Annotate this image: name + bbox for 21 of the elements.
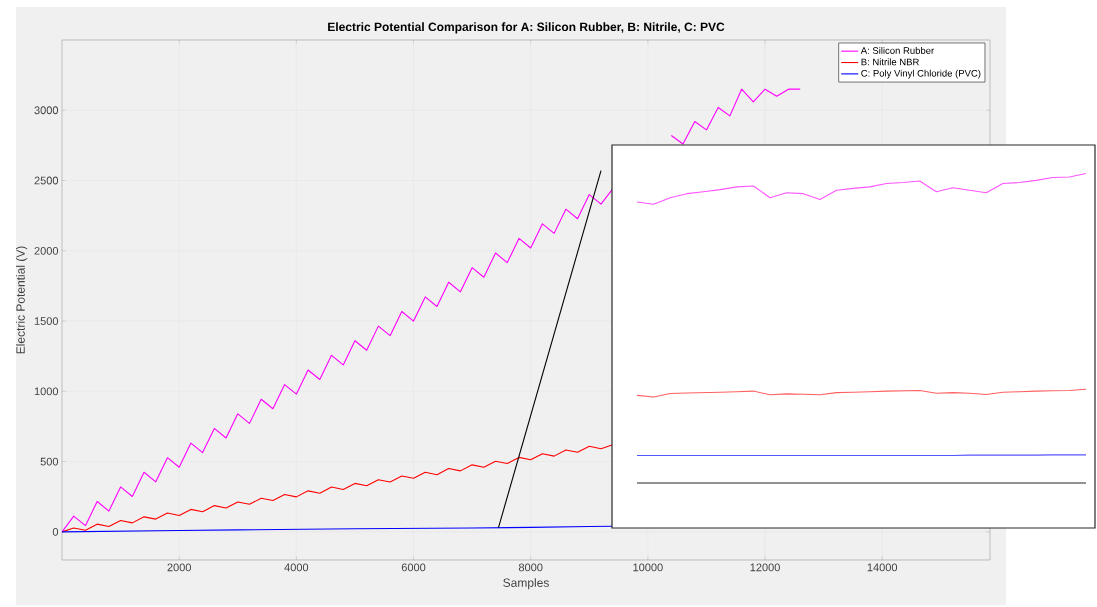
- y-tick-label: 2500: [34, 176, 59, 185]
- y-tick-label: 0: [52, 527, 59, 536]
- legend-label: C: Poly Vinyl Chloride (PVC): [861, 69, 981, 79]
- x-tick-label: 14000: [867, 563, 898, 572]
- legend-label: B: Nitrile NBR: [861, 58, 919, 66]
- y-tick-label: 3000: [34, 106, 59, 115]
- x-tick-label: 4000: [284, 563, 309, 572]
- y-tick-label: 2000: [34, 246, 59, 255]
- y-tick-label: 1000: [34, 387, 59, 396]
- chart-title: Electric Potential Comparison for A: Silicon Rubber, B: Nitrile, C: PVC: [328, 22, 725, 34]
- line-series: [62, 444, 614, 533]
- y-tick-label: 1500: [34, 317, 59, 325]
- y-axis-title: Electric Potential (V): [15, 246, 28, 354]
- x-tick-label: 6000: [401, 563, 426, 572]
- x-tick-label: 10000: [633, 563, 663, 572]
- x-tick-label: 2000: [167, 563, 191, 572]
- legend-label: A: Silicon Rubber: [860, 46, 934, 54]
- x-axis-title: Samples: [503, 578, 549, 590]
- y-tick-label: 500: [40, 457, 59, 466]
- x-tick-label: 12000: [750, 563, 780, 572]
- x-tick-label: 8000: [518, 563, 543, 572]
